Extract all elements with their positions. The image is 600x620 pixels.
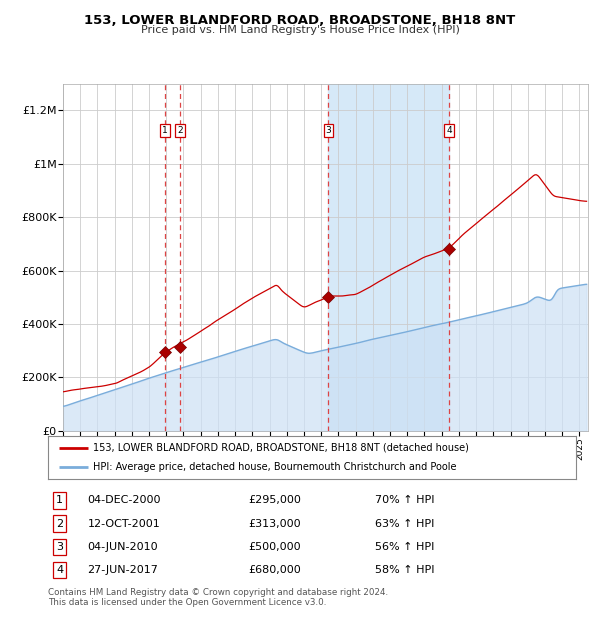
Text: HPI: Average price, detached house, Bournemouth Christchurch and Poole: HPI: Average price, detached house, Bour… bbox=[93, 463, 457, 472]
Text: 4: 4 bbox=[446, 126, 452, 135]
Text: 56% ↑ HPI: 56% ↑ HPI bbox=[376, 542, 435, 552]
Text: 1: 1 bbox=[162, 126, 168, 135]
Text: Price paid vs. HM Land Registry's House Price Index (HPI): Price paid vs. HM Land Registry's House … bbox=[140, 25, 460, 35]
Text: 153, LOWER BLANDFORD ROAD, BROADSTONE, BH18 8NT (detached house): 153, LOWER BLANDFORD ROAD, BROADSTONE, B… bbox=[93, 443, 469, 453]
Text: 153, LOWER BLANDFORD ROAD, BROADSTONE, BH18 8NT: 153, LOWER BLANDFORD ROAD, BROADSTONE, B… bbox=[85, 14, 515, 27]
Text: £680,000: £680,000 bbox=[248, 565, 301, 575]
Text: 27-JUN-2017: 27-JUN-2017 bbox=[88, 565, 158, 575]
Bar bbox=[328, 84, 449, 431]
Text: £313,000: £313,000 bbox=[248, 518, 301, 528]
Text: 3: 3 bbox=[326, 126, 331, 135]
Text: 4: 4 bbox=[56, 565, 63, 575]
Text: 1: 1 bbox=[56, 495, 63, 505]
Text: 04-DEC-2000: 04-DEC-2000 bbox=[88, 495, 161, 505]
Text: 2: 2 bbox=[177, 126, 182, 135]
Text: 58% ↑ HPI: 58% ↑ HPI bbox=[376, 565, 435, 575]
Text: £295,000: £295,000 bbox=[248, 495, 302, 505]
Text: 63% ↑ HPI: 63% ↑ HPI bbox=[376, 518, 435, 528]
Text: 04-JUN-2010: 04-JUN-2010 bbox=[88, 542, 158, 552]
Text: £500,000: £500,000 bbox=[248, 542, 301, 552]
Text: 2: 2 bbox=[56, 518, 63, 528]
Text: Contains HM Land Registry data © Crown copyright and database right 2024.
This d: Contains HM Land Registry data © Crown c… bbox=[48, 588, 388, 607]
Text: 70% ↑ HPI: 70% ↑ HPI bbox=[376, 495, 435, 505]
Text: 12-OCT-2001: 12-OCT-2001 bbox=[88, 518, 160, 528]
Text: 3: 3 bbox=[56, 542, 63, 552]
